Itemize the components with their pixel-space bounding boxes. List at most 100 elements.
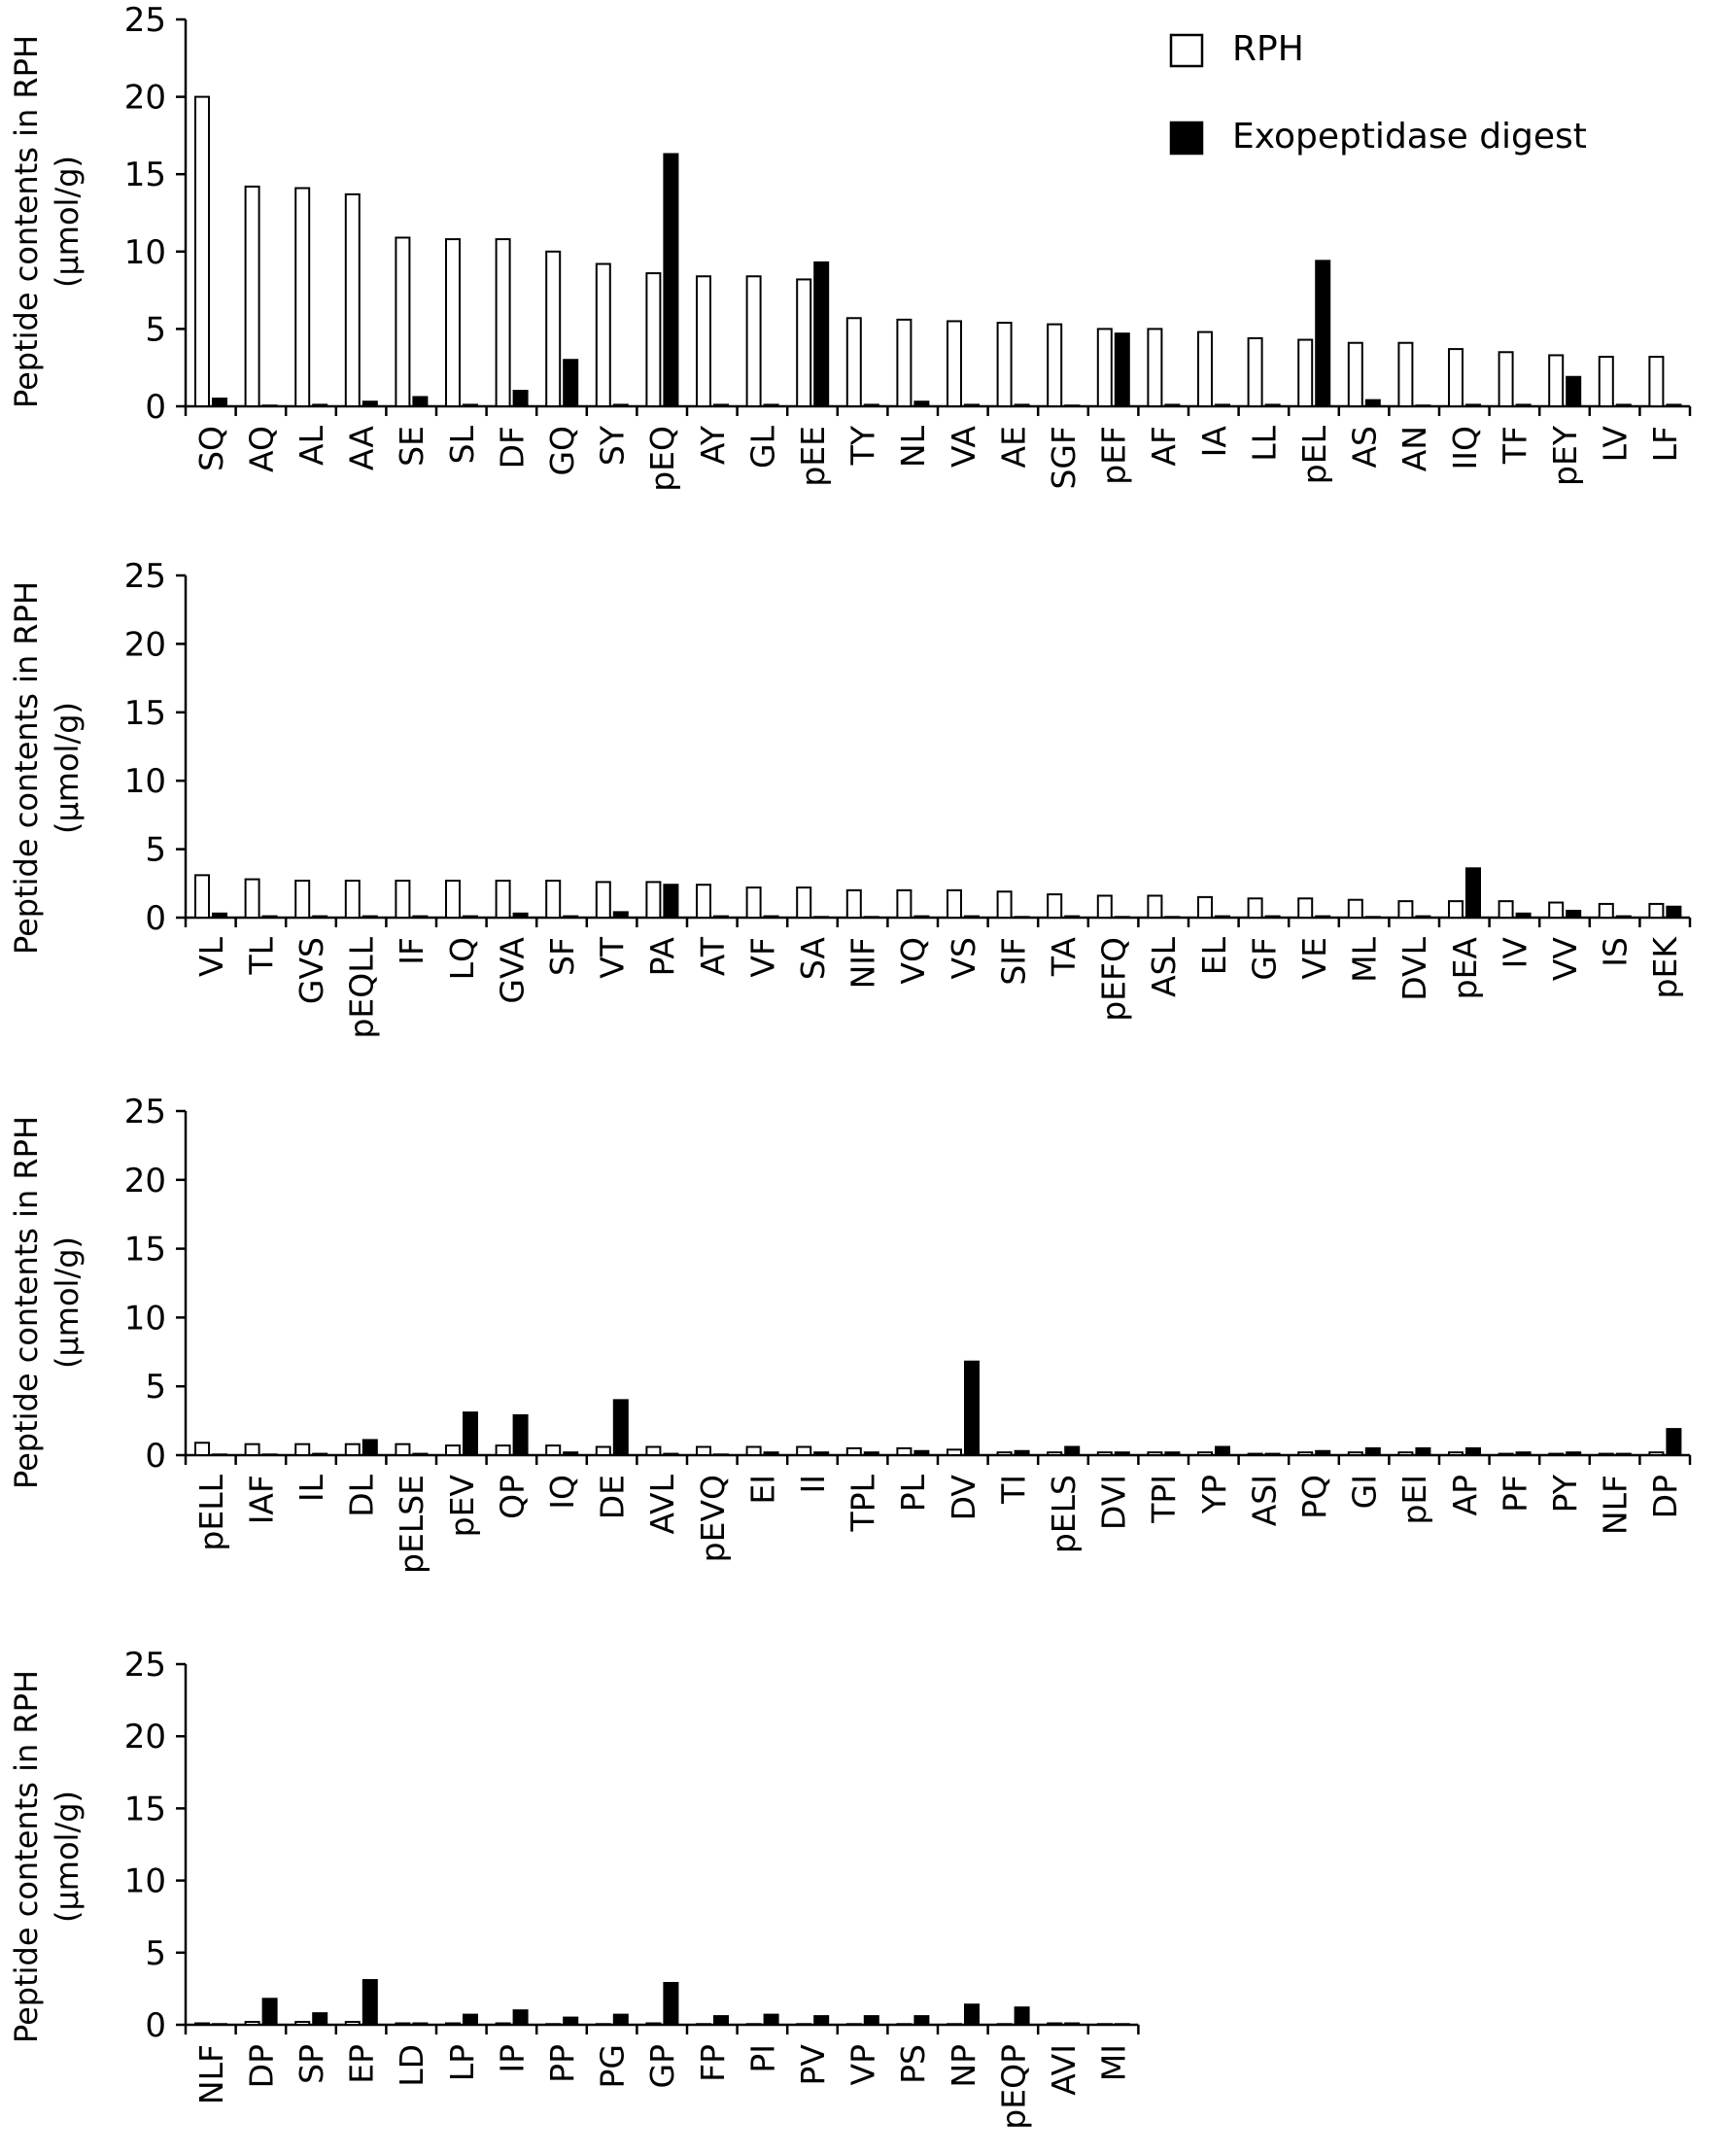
bar-exopeptidase-AT: [713, 915, 729, 919]
x-tick-label: GQ: [543, 426, 581, 476]
bar-rph-DL: [344, 1443, 361, 1456]
bar-exopeptidase-AVI: [1064, 2022, 1081, 2027]
bar-rph-EL: [1197, 895, 1213, 920]
bar-exopeptidase-MI: [1114, 2023, 1130, 2027]
x-tick-label: QP: [493, 1475, 531, 1519]
x-tick-label: DF: [493, 426, 531, 469]
y-tick-label: 5: [145, 831, 166, 870]
x-tick-label: IAF: [242, 1475, 280, 1524]
x-tick-label: DP: [242, 2044, 280, 2088]
bar-rph-TF: [1498, 351, 1514, 407]
bar-rph-VS: [947, 888, 962, 920]
y-tick-label: 0: [145, 2006, 166, 2045]
bar-rph-AY: [696, 275, 711, 407]
x-tick-label: AS: [1346, 426, 1384, 469]
y-tick-label: 10: [124, 1862, 166, 1901]
x-tick-label: VA: [945, 426, 982, 468]
bar-rph-ASL: [1147, 894, 1163, 919]
y-tick-label: 0: [145, 1437, 166, 1476]
bar-exopeptidase-TY: [863, 403, 879, 407]
x-tick-label: TY: [844, 425, 882, 466]
bar-exopeptidase-pEL: [1315, 260, 1331, 407]
x-tick-label: PS: [894, 2044, 932, 2084]
bar-rph-GQ: [545, 250, 562, 407]
bar-exopeptidase-EL: [1215, 915, 1230, 919]
bar-exopeptidase-II: [813, 1451, 830, 1456]
x-tick-label: SY: [594, 425, 632, 466]
y-tick-label: 15: [124, 694, 166, 733]
bar-exopeptidase-VF: [763, 915, 779, 919]
bar-exopeptidase-VE: [1315, 915, 1331, 919]
bar-exopeptidase-EI: [763, 1451, 779, 1456]
bar-rph-NIF: [845, 888, 862, 920]
y-axis-title: Peptide contents in RPH (μmol/g): [8, 35, 86, 408]
y-tick-label: 10: [124, 233, 166, 272]
x-tick-label: AP: [1446, 1475, 1484, 1515]
bar-rph-SF: [545, 879, 562, 920]
x-tick-label: MI: [1095, 2044, 1133, 2081]
x-tick-label: VS: [945, 937, 982, 980]
bar-rph-SQ: [194, 95, 210, 407]
bar-exopeptidase-PL: [913, 1449, 930, 1456]
x-tick-label: SE: [393, 426, 430, 467]
x-tick-label: AVI: [1045, 2044, 1083, 2096]
bar-rph-IIQ: [1448, 348, 1464, 408]
bar-exopeptidase-SQ: [212, 398, 227, 408]
bar-exopeptidase-SGF: [1064, 404, 1081, 408]
x-tick-label: pEI: [1395, 1475, 1433, 1525]
y-tick-label: 15: [124, 1790, 166, 1828]
x-tick-label: pEV: [443, 1475, 481, 1538]
x-tick-label: AL: [293, 425, 330, 466]
y-tick-label: 25: [124, 1, 166, 40]
bar-rph-EP: [344, 2021, 361, 2026]
bar-rph-SY: [595, 262, 611, 408]
bar-exopeptidase-IQ: [563, 1451, 579, 1456]
bar-exopeptidase-SE: [412, 396, 429, 407]
chart-panel-4: Peptide contents in RPH (μmol/g) 0 5 10 15 20 2…: [8, 1646, 1140, 2130]
bar-rph-DV: [947, 1448, 962, 1457]
bar-rph-ML: [1347, 898, 1363, 919]
x-tick-label: IP: [493, 2044, 531, 2073]
bar-rph-SP: [294, 2021, 311, 2026]
bar-exopeptidase-AVL: [663, 1452, 679, 1456]
bar-rph-PS: [896, 2023, 913, 2027]
bar-exopeptidase-pEI: [1415, 1446, 1431, 1457]
bar-rph-PL: [896, 1446, 913, 1457]
bar-exopeptidase-pEQP: [1014, 2006, 1030, 2026]
x-tick-label: GP: [643, 2044, 681, 2088]
bar-exopeptidase-VT: [612, 911, 629, 919]
bar-exopeptidase-IS: [1615, 915, 1632, 919]
bar-rph-PP: [545, 2023, 562, 2027]
y-tick-label: 20: [124, 1718, 166, 1756]
x-tick-label: IIQ: [1446, 426, 1484, 469]
bar-rph-EI: [745, 1445, 762, 1457]
bar-rph-pEQ: [645, 272, 662, 408]
x-tick-label: IF: [393, 937, 430, 965]
x-tick-label: DL: [343, 1474, 381, 1516]
x-tick-label: AY: [694, 425, 732, 465]
bar-exopeptidase-pEFQ: [1114, 916, 1130, 920]
bar-exopeptidase-GI: [1364, 1446, 1381, 1457]
chart-panels: Peptide contents in RPH (μmol/g) 0 5 10 15 20 2…: [8, 1, 1692, 2130]
bar-exopeptidase-LL: [1264, 403, 1281, 407]
bar-rph-pEV: [445, 1444, 461, 1457]
bar-exopeptidase-LQ: [463, 915, 478, 919]
y-tick-label: 10: [124, 762, 166, 801]
bar-exopeptidase-VV: [1566, 909, 1582, 920]
bar-exopeptidase-AY: [713, 403, 729, 407]
bar-exopeptidase-PS: [913, 2015, 930, 2026]
x-tick-label: SIF: [994, 937, 1032, 986]
bar-rph-VT: [595, 881, 611, 920]
x-tick-label: IV: [1496, 937, 1533, 969]
bar-rph-AL: [294, 187, 311, 407]
bar-rph-SL: [445, 238, 461, 407]
x-tick-label: EI: [743, 1475, 781, 1505]
bar-exopeptidase-NLF: [212, 2023, 227, 2027]
bar-rph-SIF: [996, 890, 1013, 919]
y-tick-label: 20: [124, 625, 166, 664]
x-tick-label: LP: [443, 2044, 481, 2081]
bar-exopeptidase-VQ: [913, 915, 930, 919]
bar-exopeptidase-pEQLL: [362, 915, 378, 919]
bar-rph-SA: [796, 887, 812, 919]
